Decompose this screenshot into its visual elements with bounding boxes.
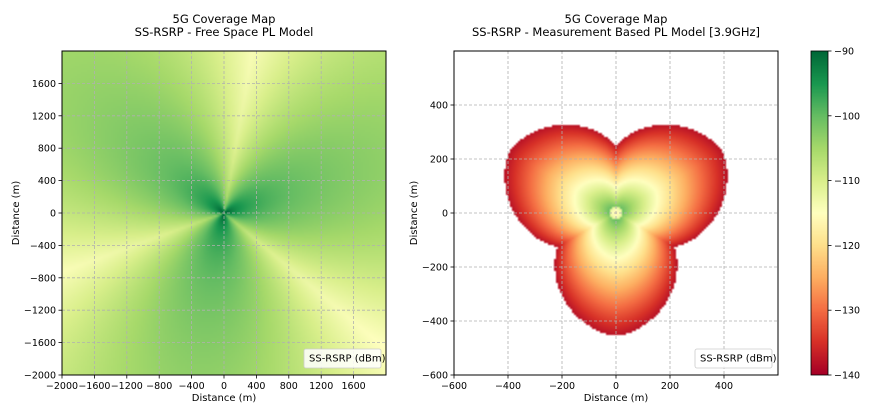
chart2-xtick-label: −600 (441, 381, 467, 392)
chart2-subtitle: SS-RSRP - Measurement Based PL Model [3.… (472, 25, 760, 39)
chart2-legend-text: SS-RSRP (dBm) (700, 354, 777, 365)
chart1-xtick-label: 800 (280, 381, 298, 392)
chart1-ytick-label: −1600 (24, 338, 56, 349)
chart1-ticks: −2000 −1600 −1200 −800 −400 0 400 800 1200 1600−2… (24, 79, 366, 392)
chart1-xtick-label: 1600 (342, 381, 366, 392)
chart1-xtick-label: 400 (247, 381, 265, 392)
colorbar-tick-label: −130 (834, 306, 860, 317)
chart1-xtick-label: −800 (146, 381, 172, 392)
chart1-ytick-label: −2000 (24, 371, 56, 382)
chart1-xlabel: Distance (m) (192, 393, 257, 404)
chart2-ytick-label: −400 (422, 317, 448, 328)
chart2-legend: SS-RSRP (dBm) (694, 348, 777, 369)
chart1-ytick-label: −800 (30, 273, 56, 284)
colorbar-tick-label: −120 (834, 241, 860, 252)
chart2-legend-box (694, 348, 773, 369)
chart1-title: 5G Coverage Map (173, 12, 276, 26)
chart1-legend-box (303, 348, 382, 369)
chart1-subtitle: SS-RSRP - Free Space PL Model (135, 25, 314, 39)
chart2-ytick-label: −200 (422, 263, 448, 274)
colorbar-gradient (811, 51, 828, 375)
chart2-ylabel: Distance (m) (409, 181, 420, 246)
chart1-xtick-label: −400 (179, 381, 205, 392)
chart2-ytick-label: 200 (430, 155, 448, 166)
chart1-xtick-label: −1200 (111, 381, 143, 392)
chart1-ytick-label: 1600 (32, 79, 56, 90)
chart1-legend: SS-RSRP (dBm) (303, 348, 386, 369)
chart-measurement-based: 5G Coverage Map SS-RSRP - Measurement Ba… (409, 12, 779, 404)
chart1-ytick-label: 0 (50, 209, 56, 220)
chart2-ytick-label: 400 (430, 101, 448, 112)
colorbar: −90 −100 −110 −120 −130 −140 (810, 47, 860, 382)
chart2-ytick-label: −600 (422, 371, 448, 382)
chart2-xtick-label: 400 (715, 381, 733, 392)
chart1-ylabel: Distance (m) (11, 181, 22, 246)
chart1-xtick-label: 1200 (309, 381, 333, 392)
chart1-grid (62, 51, 386, 375)
chart1-xtick-label: −1600 (78, 381, 110, 392)
chart1-ytick-label: 800 (38, 144, 56, 155)
chart2-ytick-label: 0 (442, 209, 448, 220)
chart-free-space: 5G Coverage Map SS-RSRP - Free Space PL … (11, 12, 387, 404)
colorbar-tick-label: −90 (834, 47, 854, 58)
chart2-xlabel: Distance (m) (584, 393, 649, 404)
chart1-xtick-label: −2000 (46, 381, 78, 392)
chart1-ytick-label: 1200 (32, 111, 56, 122)
chart2-title: 5G Coverage Map (565, 12, 668, 26)
chart2-xtick-label: −200 (549, 381, 575, 392)
chart2-grid (454, 51, 778, 375)
colorbar-tick-label: −110 (834, 176, 860, 187)
chart2-ticks: −600 −400 −200 0 200 400 −600 −400 −200 0 200 400 (422, 101, 733, 393)
chart2-xtick-label: −400 (495, 381, 521, 392)
chart2-xtick-label: 0 (613, 381, 619, 392)
colorbar-tick-label: −100 (834, 111, 860, 122)
chart1-xtick-label: 0 (221, 381, 227, 392)
chart1-ytick-label: −400 (30, 241, 56, 252)
colorbar-tick-label: −140 (834, 371, 860, 382)
chart1-legend-text: SS-RSRP (dBm) (309, 354, 386, 365)
chart1-ytick-label: −1200 (24, 306, 56, 317)
colorbar-frame (810, 50, 829, 376)
colorbar-ticks: −90 −100 −110 −120 −130 −140 (828, 47, 860, 382)
chart2-xtick-label: 200 (661, 381, 679, 392)
chart1-ytick-label: 400 (38, 176, 56, 187)
